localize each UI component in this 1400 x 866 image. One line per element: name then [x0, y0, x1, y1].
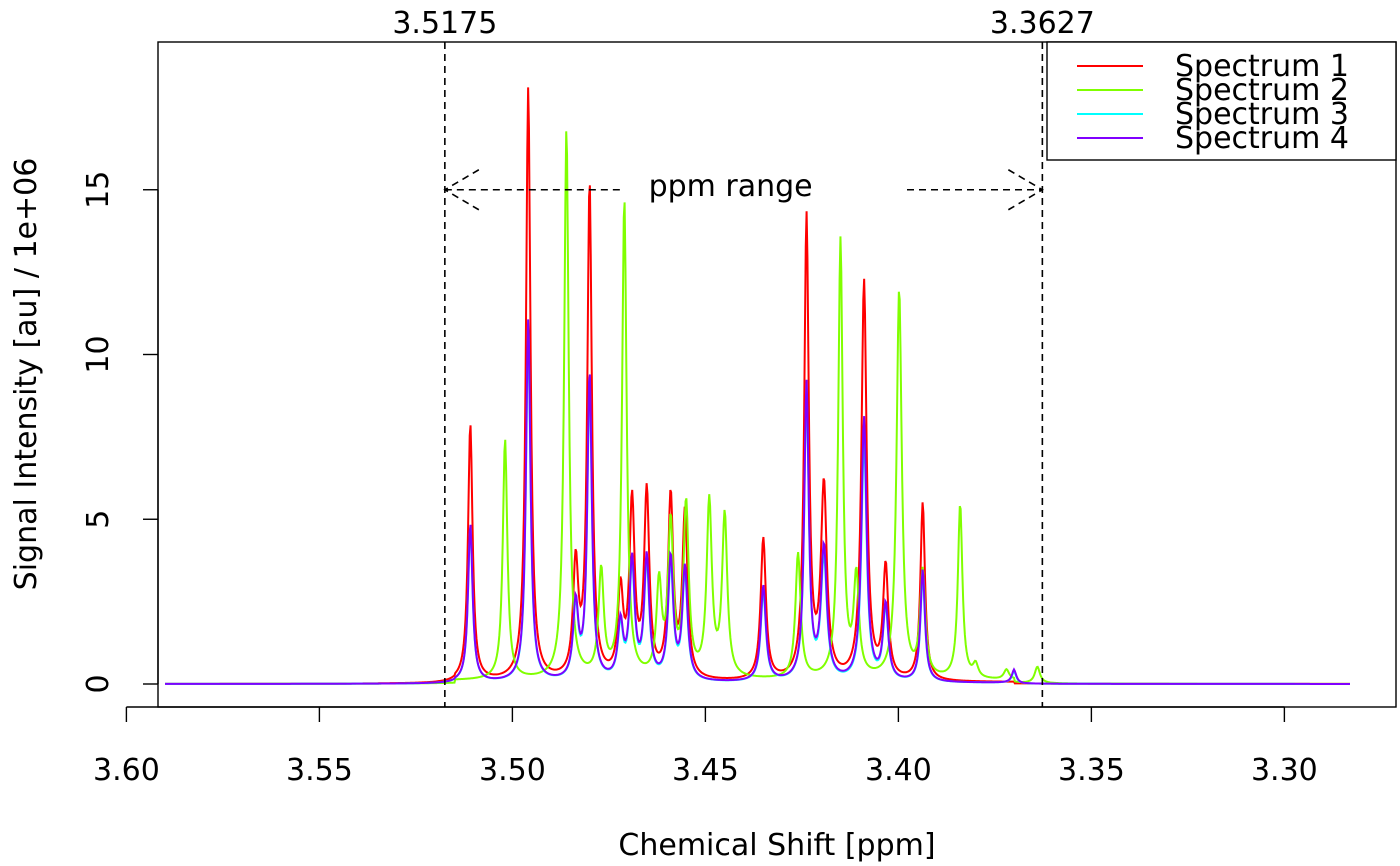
range-start-label: 3.5175 [392, 6, 497, 41]
series-lines [165, 87, 1350, 685]
range-arrow-left-head [443, 169, 480, 211]
range-label: ppm range [649, 169, 813, 204]
legend-label-1: Spectrum 1 [1175, 49, 1349, 84]
x-axis-label: Chemical Shift [ppm] [618, 828, 935, 863]
x-tick-label: 3.55 [286, 753, 353, 788]
x-tick-label: 3.40 [865, 753, 932, 788]
legend-box [1046, 41, 1397, 161]
y-tick-label: 10 [81, 335, 116, 373]
x-axis: 3.60 3.55 3.50 3.45 3.40 3.35 3.30 [93, 706, 1318, 788]
series-line-4 [165, 319, 1350, 685]
range-end-label: 3.3627 [990, 6, 1095, 41]
x-tick-label: 3.45 [672, 753, 739, 788]
legend-label-2: Spectrum 2 [1175, 73, 1349, 108]
x-tick-label: 3.35 [1058, 753, 1125, 788]
range-arrow-right-head [1007, 169, 1044, 211]
legend-label-4: Spectrum 4 [1175, 121, 1349, 156]
x-tick-label: 3.60 [93, 753, 160, 788]
y-axis-label: Signal Intensity [au] / 1e+06 [9, 158, 44, 591]
y-tick-label: 15 [81, 171, 116, 209]
y-axis: 0 5 10 15 [81, 171, 159, 694]
ppm-range-annotation: 3.5175 3.3627 ppm range [392, 6, 1095, 707]
range-arrows [443, 169, 1044, 211]
y-tick-label: 5 [81, 510, 116, 529]
x-tick-label: 3.30 [1251, 753, 1318, 788]
x-tick-label: 3.50 [479, 753, 546, 788]
legend-label-3: Spectrum 3 [1175, 97, 1349, 132]
y-tick-label: 0 [81, 674, 116, 693]
